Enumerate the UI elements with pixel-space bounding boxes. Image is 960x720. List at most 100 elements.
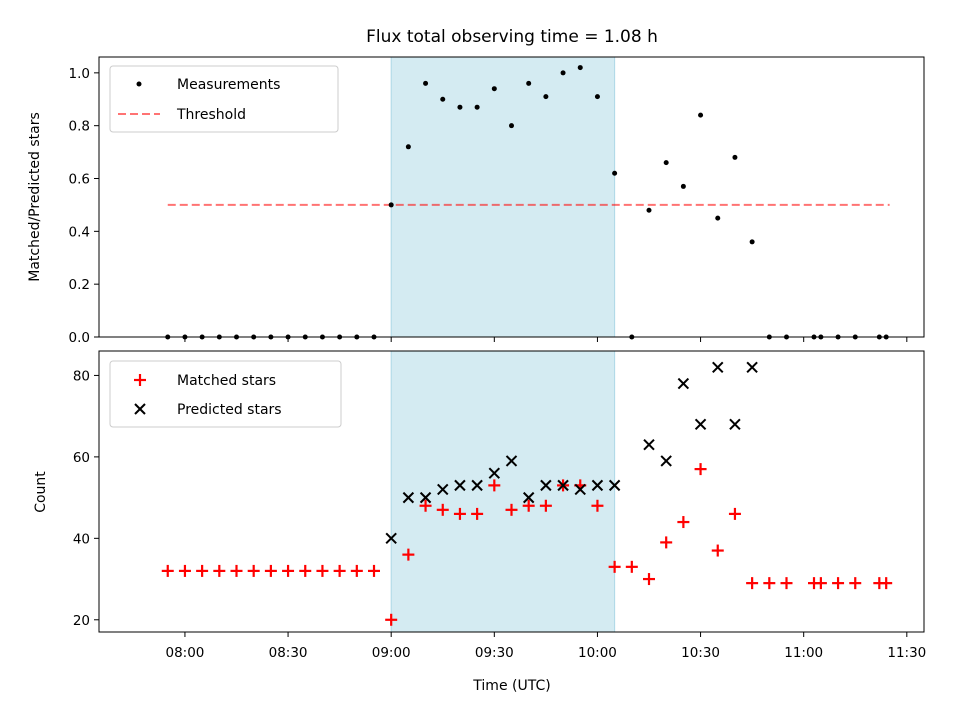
matched-star-point [522, 499, 535, 512]
top-y-tick-label: 0.6 [69, 172, 90, 188]
measurement-point [388, 202, 394, 208]
bottom-plot: 20 40 60 80 08:00 08:30 09:00 09:30 10:00 10:30 1… [33, 350, 926, 694]
measurement-point [543, 94, 549, 100]
predicted-star-point [488, 467, 501, 479]
top-legend: Measurements Threshold [109, 65, 339, 133]
matched-star-point [625, 560, 638, 573]
measurement-point [526, 80, 532, 86]
predicted-star-point [729, 418, 741, 431]
predicted-star-point [419, 491, 432, 504]
x-axis-label: Time (UTC) [472, 678, 550, 694]
predicted-star-point [677, 377, 690, 390]
matched-star-point [196, 564, 209, 577]
matched-star-point [711, 544, 724, 557]
bottom-legend: Matched stars Predicted stars [109, 360, 342, 428]
top-legend-box [109, 65, 339, 133]
predicted-star-point [746, 361, 758, 373]
matched-star-point [264, 564, 277, 577]
matched-star-point [849, 577, 862, 590]
measurement-point [698, 112, 704, 118]
measurement-point [440, 96, 446, 102]
predicted-star-point [505, 455, 518, 467]
matched-star-point [213, 564, 226, 577]
x-tick-label: 10:00 [578, 645, 617, 661]
matched-legend-label: Matched stars [177, 373, 276, 389]
measurements-legend-label: Measurements [177, 77, 280, 93]
top-y-axis-label: Matched/Predicted stars [27, 112, 43, 282]
top-y-tick-label: 0.2 [69, 277, 90, 293]
matched-star-point [436, 503, 449, 516]
predicted-star-point [694, 418, 707, 431]
top-y-tick-label: 0.0 [69, 330, 90, 346]
matched-star-point [471, 507, 484, 520]
bottom-y-tick-label: 80 [73, 368, 90, 384]
measurement-point [405, 144, 411, 150]
matched-star-point [608, 560, 621, 573]
measurement-point [594, 94, 600, 100]
measurement-point [646, 207, 652, 213]
matched-star-point [385, 613, 398, 626]
matched-legend-marker [134, 374, 146, 386]
measurement-point [560, 70, 566, 76]
x-tick-label: 08:00 [165, 645, 204, 661]
top-plot: 0.0 0.2 0.4 0.6 0.8 1.0 Matched/Predicted sta… [27, 56, 925, 346]
predicted-star-point [437, 483, 449, 496]
x-tick-label: 10:30 [681, 645, 720, 661]
predicted-star-point [522, 491, 535, 504]
matched-star-point [505, 503, 518, 516]
matched-star-point [230, 564, 243, 577]
measurement-point [732, 154, 738, 160]
matched-star-point [368, 564, 380, 577]
top-y-tick-label: 0.4 [69, 224, 90, 240]
bottom-y-tick-label: 20 [73, 613, 90, 629]
matched-star-point [746, 577, 759, 590]
x-tick-label: 11:30 [887, 645, 926, 661]
predicted-star-point [574, 483, 586, 496]
predicted-star-point [557, 479, 569, 492]
predicted-star-point [660, 455, 672, 467]
bottom-y-tick-label: 40 [73, 531, 90, 547]
x-tick-label: 09:00 [372, 645, 411, 661]
measurement-point [663, 160, 669, 166]
predicted-star-point [591, 479, 604, 492]
measurement-point [509, 123, 514, 129]
matched-star-point [591, 499, 604, 512]
predicted-star-point [454, 479, 466, 492]
top-plot-frame [98, 56, 925, 338]
measurement-point [577, 65, 583, 71]
matched-star-point [780, 577, 793, 590]
matched-star-point [282, 564, 295, 577]
x-tick-label: 08:30 [269, 645, 308, 661]
matched-star-point [488, 479, 501, 492]
predicted-star-point [402, 491, 415, 504]
matched-star-point [453, 507, 466, 520]
x-tick-label: 11:00 [784, 645, 823, 661]
bottom-y-tick-label: 60 [73, 450, 90, 466]
predicted-legend-label: Predicted stars [177, 402, 282, 418]
matched-star-point [814, 577, 827, 590]
predicted-star-point [643, 438, 655, 451]
measurement-point [474, 104, 480, 110]
chart-title: Flux total observing time = 1.08 h [366, 27, 658, 47]
x-tick-label: 09:30 [475, 645, 514, 661]
matched-star-point [333, 564, 346, 577]
top-y-tick-label: 0.8 [69, 119, 90, 135]
predicted-star-point [385, 532, 397, 545]
measurement-point [491, 86, 497, 92]
predicted-star-point [608, 479, 621, 492]
matched-star-point [832, 577, 845, 590]
matched-star-point [178, 564, 191, 577]
matched-star-point [161, 564, 174, 577]
bottom-plot-frame [98, 350, 925, 633]
threshold-legend-label: Threshold [176, 107, 246, 123]
predicted-star-point [471, 479, 483, 492]
matched-star-point [350, 564, 363, 577]
matched-star-point [539, 499, 552, 512]
top-y-tick-label: 1.0 [69, 66, 90, 82]
matched-star-point [247, 564, 260, 577]
bottom-legend-box [109, 360, 342, 428]
measurement-point [423, 80, 429, 86]
matched-star-point [643, 573, 655, 586]
bottom-y-axis-label: Count [33, 471, 49, 513]
